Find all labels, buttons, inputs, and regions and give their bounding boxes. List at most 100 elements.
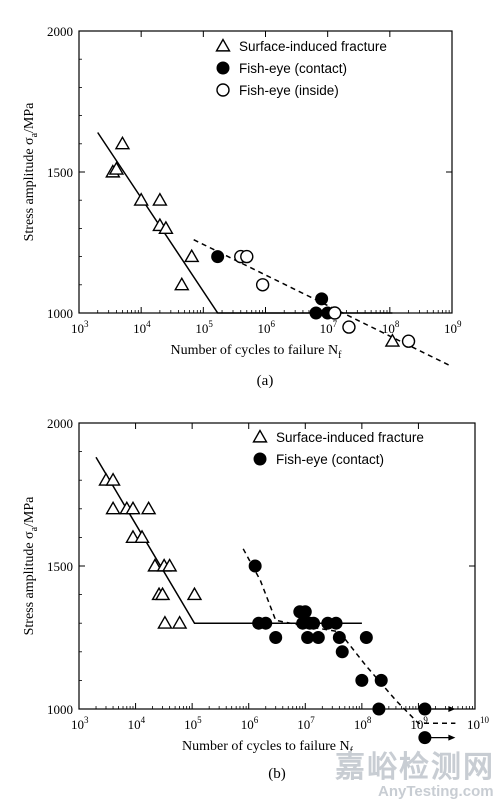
- data-point: [248, 559, 262, 573]
- watermark-en: AnyTesting.com: [378, 783, 494, 800]
- y-tick-label: 1500: [47, 559, 73, 574]
- data-point: [332, 631, 346, 644]
- x-tick-label: 1010: [467, 715, 490, 732]
- x-tick-label: 107: [320, 319, 338, 336]
- y-tick-label: 2000: [47, 24, 73, 39]
- legend-marker: [216, 83, 230, 97]
- data-point: [105, 500, 121, 515]
- data-point: [355, 673, 369, 687]
- data-point: [133, 192, 149, 206]
- data-point: [311, 631, 325, 644]
- data-point: [401, 334, 416, 348]
- y-axis-label-suffix: /MPa: [22, 496, 37, 527]
- y-tick-label: 2000: [47, 416, 73, 431]
- data-point: [359, 631, 373, 644]
- x-axis-label-text: Number of cycles to failure N: [171, 343, 339, 358]
- data-point: [147, 558, 163, 572]
- data-point: [161, 558, 178, 572]
- solid-fit-line: [97, 132, 393, 314]
- data-point: [335, 645, 349, 659]
- legend-label: Fish-eye (contact): [276, 452, 384, 467]
- x-tick-label-exponent: 9: [457, 319, 462, 329]
- data-point: [418, 702, 432, 716]
- data-point: [328, 306, 342, 320]
- x-tick-label-base: 10: [354, 717, 367, 732]
- x-tick-label: 106: [241, 715, 259, 732]
- data-point: [157, 615, 173, 629]
- x-tick-label-base: 10: [382, 321, 395, 336]
- y-tick-label: 1000: [47, 306, 73, 321]
- data-point: [152, 192, 168, 206]
- x-axis-label-subscript: f: [338, 350, 342, 361]
- data-point: [108, 161, 125, 175]
- chart-panel-b: 103 104 105 106 107 108 109 1010100015002000Sur…: [22, 416, 490, 782]
- data-point: [374, 673, 388, 687]
- x-tick-label-base: 10: [184, 717, 197, 732]
- data-point: [259, 616, 273, 630]
- x-tick-label-exponent: 10: [480, 715, 490, 725]
- x-tick-label: 105: [195, 319, 213, 336]
- legend-marker: [253, 452, 267, 466]
- x-tick-label: 104: [128, 715, 146, 732]
- x-tick-label-exponent: 8: [367, 715, 372, 725]
- x-tick-label-base: 10: [410, 717, 423, 732]
- x-tick-label: 105: [184, 715, 202, 732]
- legend-label: Fish-eye (contact): [239, 61, 347, 76]
- data-point: [384, 333, 401, 347]
- legend-label: Surface-induced fracture: [276, 430, 424, 445]
- panel-label: (b): [268, 766, 286, 782]
- data-point: [309, 306, 323, 320]
- x-axis-label-subscript: f: [350, 746, 354, 757]
- chart-panel-a: 103 104 105 106 107 108 109100015002000Surface…: [22, 24, 462, 389]
- x-tick-label-exponent: 4: [146, 319, 151, 329]
- y-tick-label: 1000: [47, 702, 73, 717]
- data-point: [134, 529, 150, 543]
- x-tick-label-exponent: 7: [310, 715, 315, 725]
- legend-marker: [216, 61, 230, 75]
- y-axis-label-text: Stress amplitude σ: [22, 137, 37, 241]
- data-point: [255, 278, 270, 292]
- x-tick-label-base: 10: [297, 717, 310, 732]
- y-axis-label-subscript: a: [29, 526, 40, 531]
- y-axis-label-subscript: a: [29, 132, 40, 137]
- x-tick-label-exponent: 6: [271, 319, 276, 329]
- x-tick-label: 104: [133, 319, 151, 336]
- legend-label: Surface-induced fracture: [239, 39, 387, 54]
- x-tick-label-base: 10: [195, 321, 208, 336]
- x-tick-label-base: 10: [444, 321, 457, 336]
- x-tick-label-base: 10: [320, 321, 333, 336]
- x-axis-label-text: Number of cycles to failure N: [182, 739, 350, 754]
- y-axis-label: Stress amplitude σa/MPa: [22, 496, 40, 636]
- x-tick-label-exponent: 3: [84, 319, 89, 329]
- data-point: [154, 586, 171, 601]
- x-tick-label-exponent: 9: [423, 715, 428, 725]
- watermark-cn: 嘉峪检测网: [335, 750, 495, 785]
- data-point: [140, 500, 157, 515]
- legend-marker: [215, 38, 231, 52]
- y-axis-label-text: Stress amplitude σ: [22, 531, 37, 635]
- data-point: [183, 248, 200, 263]
- x-tick-label: 107: [297, 715, 315, 732]
- x-tick-label-base: 10: [467, 717, 480, 732]
- x-tick-label-base: 10: [128, 717, 141, 732]
- data-point: [174, 276, 190, 291]
- data-point: [186, 586, 203, 601]
- x-tick-label: 109: [444, 319, 462, 336]
- x-tick-label: 103: [71, 715, 89, 732]
- x-tick-label: 109: [410, 715, 428, 732]
- data-point: [307, 616, 321, 630]
- watermark: 嘉峪检测网 AnyTesting.com: [335, 750, 495, 800]
- y-axis-label: Stress amplitude σa/MPa: [22, 102, 40, 242]
- data-point: [329, 616, 343, 630]
- data-point: [211, 250, 225, 264]
- data-point: [315, 292, 329, 306]
- data-point: [269, 631, 283, 644]
- x-tick-label-exponent: 4: [141, 715, 146, 725]
- x-tick-label-base: 10: [241, 717, 254, 732]
- data-point: [342, 320, 356, 334]
- x-tick-label: 106: [258, 319, 276, 336]
- data-point: [158, 220, 174, 234]
- x-tick-label-exponent: 6: [254, 715, 259, 725]
- y-axis-label-suffix: /MPa: [22, 102, 37, 133]
